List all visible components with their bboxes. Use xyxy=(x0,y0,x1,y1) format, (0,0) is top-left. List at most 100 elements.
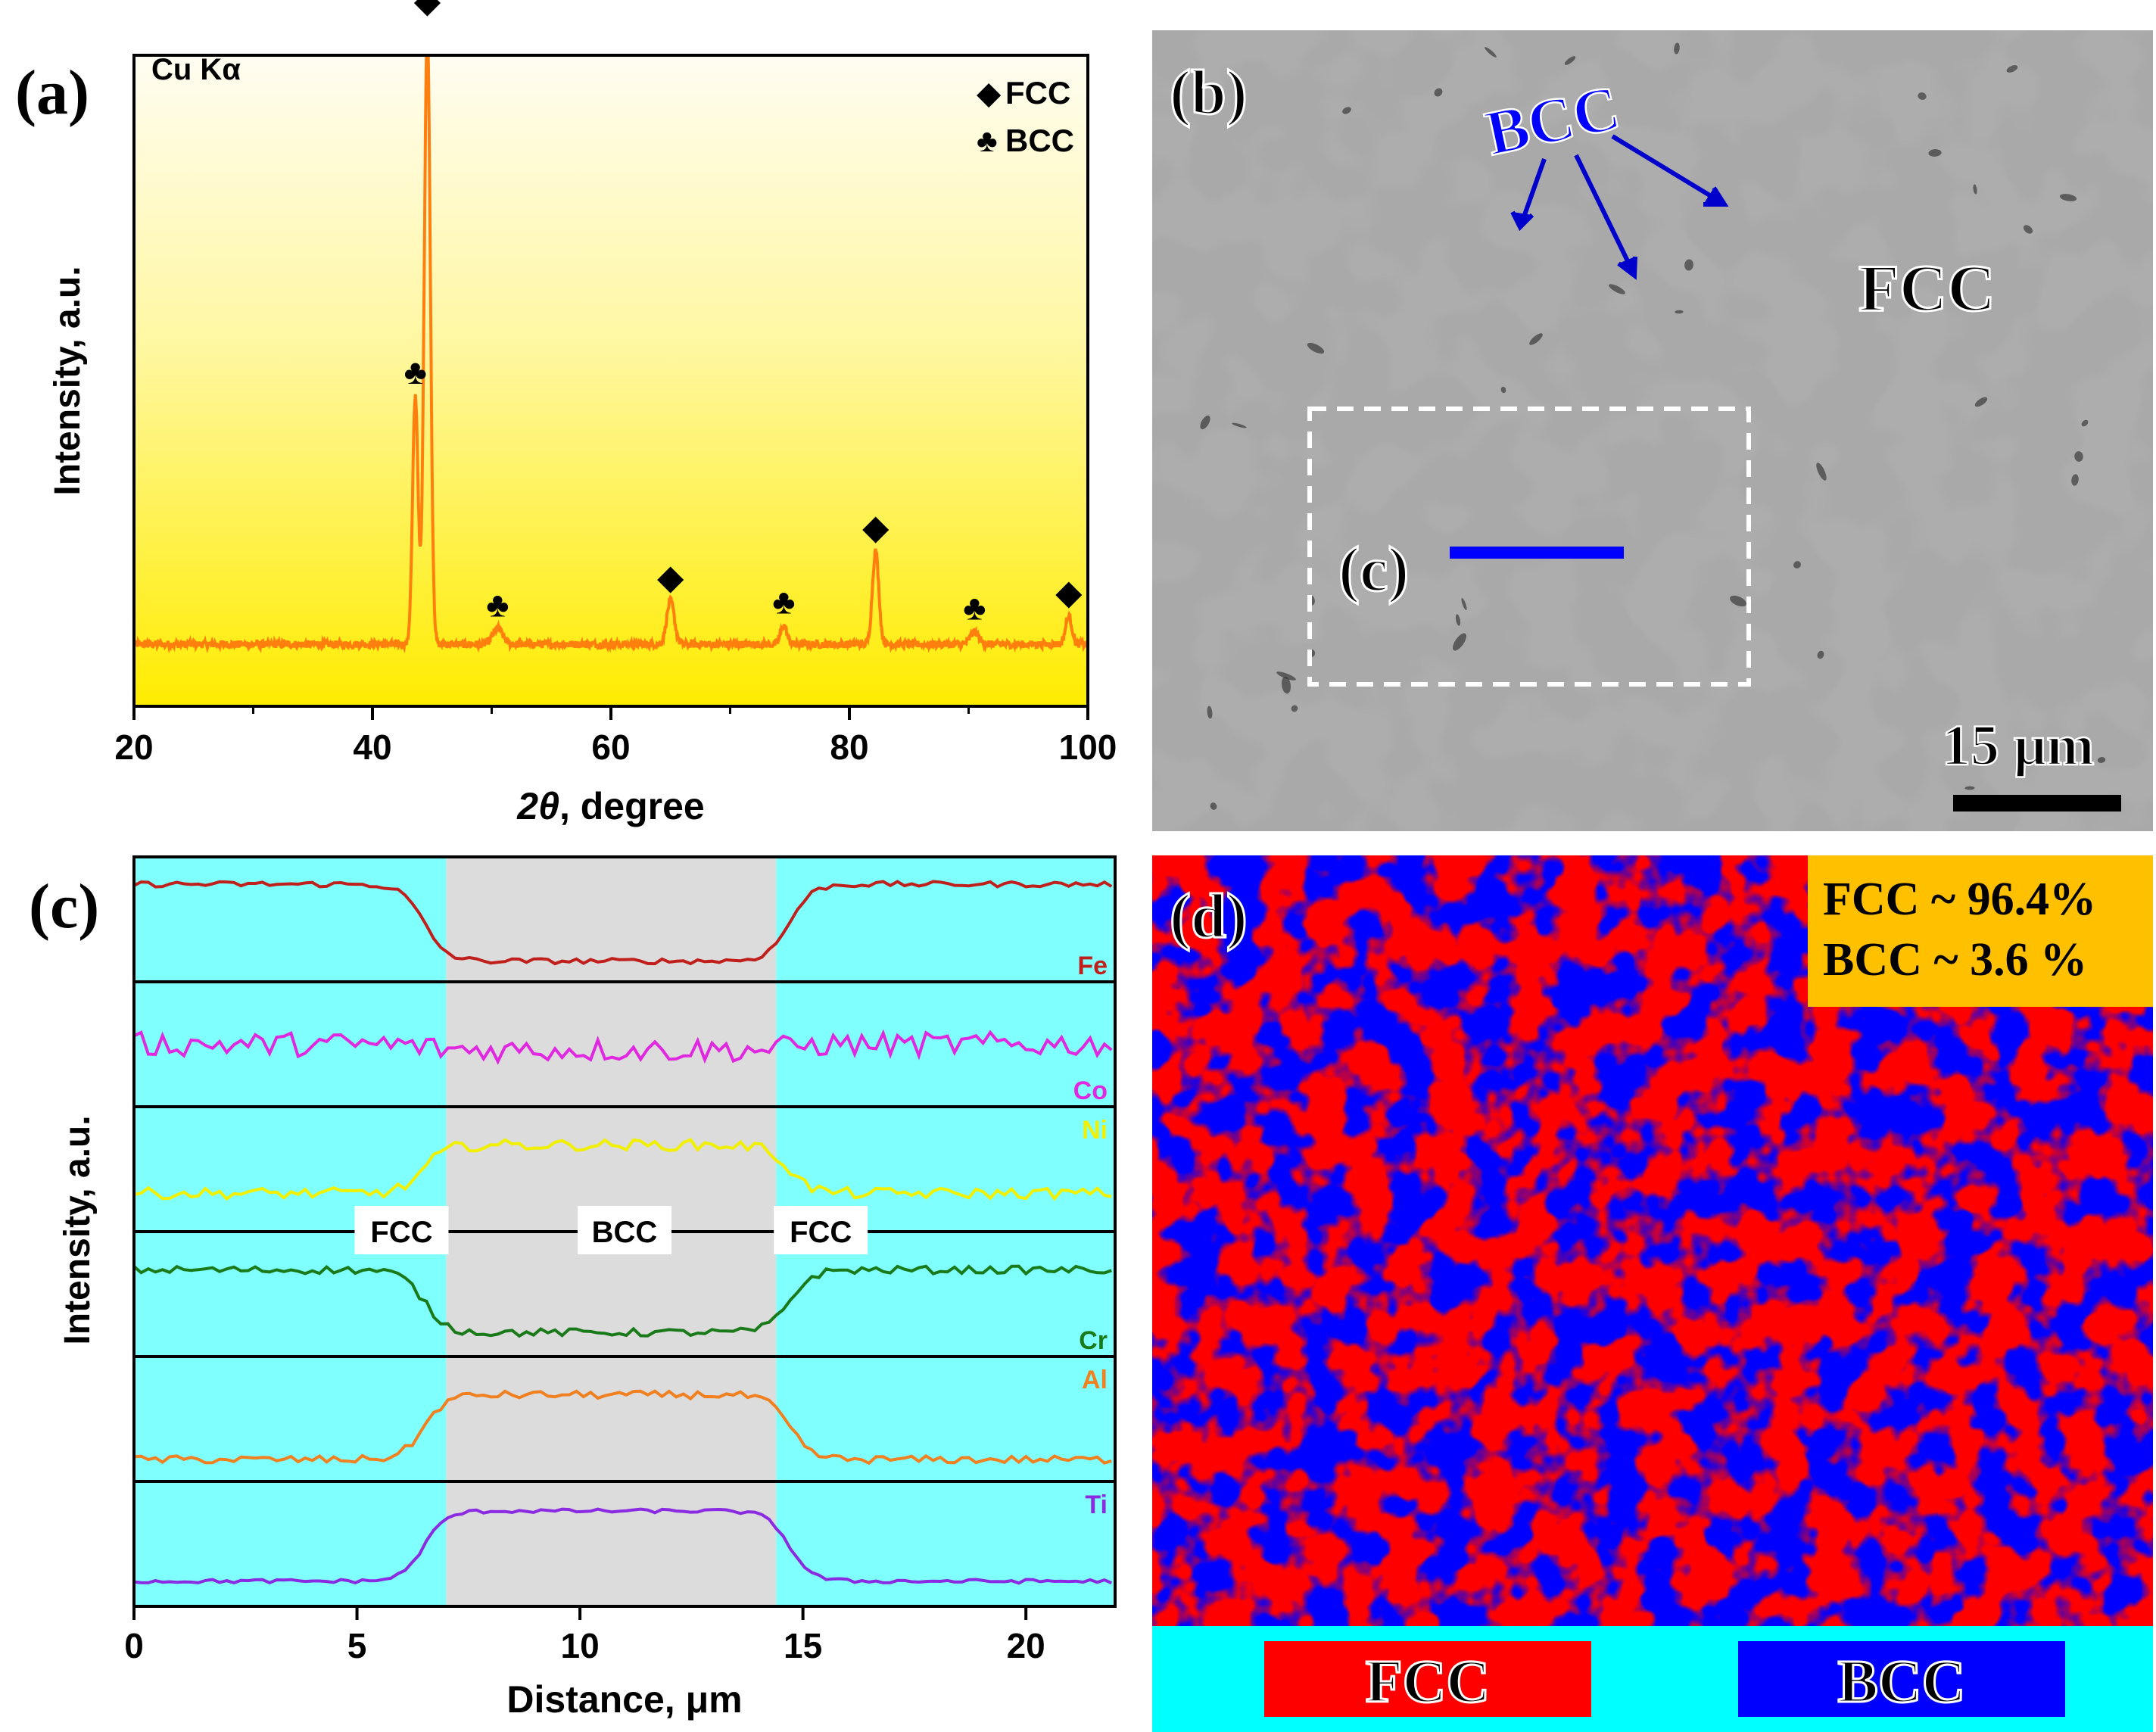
sem-defect xyxy=(1500,386,1506,394)
sem-defect xyxy=(1928,149,1942,157)
sem-bcc-arrows xyxy=(1510,134,1729,280)
sem-defect xyxy=(1817,650,1824,659)
sem-defect xyxy=(1276,671,1296,681)
sem-arrow-3 xyxy=(1611,134,1720,203)
sem-defect xyxy=(1918,92,1927,100)
linescan-element-label: Co xyxy=(1073,1076,1108,1105)
sem-defect xyxy=(1973,184,1977,195)
bcc-peak-marker: ♣ xyxy=(772,582,795,621)
xrd-radiation-label: Cu Kα xyxy=(151,53,241,86)
sem-defect xyxy=(1675,310,1684,314)
phase-legend-fcc-swatch xyxy=(1264,1641,1591,1717)
sem-defect xyxy=(2097,757,2106,763)
sem-arrowhead-2 xyxy=(1617,256,1637,280)
sem-inset-label: (c) xyxy=(1338,534,1409,605)
sem-defect xyxy=(1232,422,1247,428)
sem-defect xyxy=(1207,706,1213,719)
sem-defect xyxy=(1964,786,1975,790)
xrd-panel: ♣ ◆ ♣ ◆ ♣ ◆ ♣ ◆ 20 40 60 80 100 (a) Cu Kα ◆ FCC ♣ B… xyxy=(15,0,1117,827)
sem-defect xyxy=(1281,676,1291,694)
linescan-element-label: Cr xyxy=(1079,1326,1108,1355)
sem-defect xyxy=(1974,397,1988,407)
sem-bcc-grains xyxy=(1152,30,2153,831)
phase-region-label-bg xyxy=(354,1206,449,1254)
sem-inset-box xyxy=(1307,407,1751,687)
linescan-al-curve xyxy=(133,1389,1112,1466)
sem-defect xyxy=(1307,342,1325,354)
phase-map-panel: FCC ~ 96.4% BCC ~ 3.6 % (d) FCC BCC xyxy=(1152,855,2153,1732)
fcc-peak-marker: ◆ xyxy=(657,557,684,597)
linescan-panel: FCC BCC FCC Fe Co Ni Cr Al Ti 0 5 10 15 20 (c) Inte… xyxy=(29,855,1117,1721)
sem-defect xyxy=(2006,65,2018,73)
linescan-y-axis-label: Intensity, a.u. xyxy=(58,1115,98,1344)
linescan-fe-curve xyxy=(133,880,1113,966)
linescan-element-label: Fe xyxy=(1077,952,1108,980)
sem-defect xyxy=(1485,47,1497,58)
phase-region-label: FCC xyxy=(790,1216,852,1249)
sem-defect xyxy=(2023,225,2033,234)
sem-defect xyxy=(1730,595,1746,607)
phase-region-label-bg xyxy=(774,1206,868,1254)
xrd-legend-bcc-symbol: ♣ xyxy=(977,123,998,158)
sem-scale-bar xyxy=(1953,795,2121,811)
panel-d-label: (d) xyxy=(1170,881,1248,952)
phase-region-label: FCC xyxy=(370,1216,432,1249)
fcc-peak-marker: ◆ xyxy=(414,0,441,20)
linescan-x-tick-label: 10 xyxy=(561,1626,600,1665)
xrd-x-tick-label: 20 xyxy=(114,727,153,767)
sem-defect xyxy=(2059,194,2077,201)
xrd-x-tick-label: 100 xyxy=(1059,727,1117,767)
fcc-peak-marker: ◆ xyxy=(1055,572,1083,612)
phase-region-label-bg xyxy=(578,1206,671,1254)
linescan-co-curve xyxy=(133,1029,1113,1065)
sem-defect xyxy=(1674,42,1680,55)
sem-defect xyxy=(1452,633,1467,651)
sem-defect xyxy=(1816,463,1827,481)
xrd-x-axis-prefix: 2 xyxy=(516,785,538,827)
sem-defect xyxy=(2074,451,2083,462)
sem-defect xyxy=(2071,474,2079,486)
sem-panel: (b) BCC FCC (c) 15 μm xyxy=(1152,30,2153,831)
sem-defect xyxy=(1455,614,1461,626)
phase-legend-bcc-label: BCC xyxy=(1838,1649,1966,1715)
bcc-fraction-text: BCC ~ 3.6 % xyxy=(1823,934,2087,986)
linescan-element-label: Ni xyxy=(1082,1116,1108,1145)
linescan-x-tick-label: 15 xyxy=(784,1626,822,1665)
sem-arrow-2 xyxy=(1574,154,1634,270)
sem-defect xyxy=(1342,107,1351,114)
xrd-x-tick-label: 80 xyxy=(830,727,868,767)
linescan-x-tick-label: 20 xyxy=(1007,1626,1045,1665)
sem-defect xyxy=(1529,333,1543,345)
xrd-x-axis-label: 2θ, degree xyxy=(516,785,704,827)
sem-defect xyxy=(1564,56,1576,65)
sem-defect xyxy=(2081,419,2089,427)
phase-fraction-box xyxy=(1808,855,2153,1007)
linescan-ti-curve xyxy=(133,1507,1113,1585)
sem-defect xyxy=(1609,284,1625,294)
fcc-peak-marker: ◆ xyxy=(862,507,890,547)
xrd-legend-fcc-symbol: ◆ xyxy=(977,75,1002,111)
xrd-y-axis-label: Intensity, a.u. xyxy=(48,266,88,495)
panel-b-label: (b) xyxy=(1170,58,1248,128)
bcc-peak-marker: ♣ xyxy=(404,352,427,391)
sem-arrow-1 xyxy=(1519,158,1547,224)
sem-defect xyxy=(1210,802,1217,810)
linescan-x-tick-label: 0 xyxy=(124,1626,144,1665)
sem-defect xyxy=(1200,415,1210,430)
sem-defect xyxy=(1793,561,1801,569)
xrd-x-tick-label: 60 xyxy=(591,727,630,767)
xrd-plot-area xyxy=(134,55,1088,706)
sem-scale-label: 15 μm xyxy=(1942,714,2094,777)
xrd-legend-bcc-label: BCC xyxy=(1005,123,1074,158)
linescan-cr-curve xyxy=(132,1264,1112,1338)
xrd-legend-fcc-label: FCC xyxy=(1005,75,1070,111)
panel-a-label: (a) xyxy=(15,58,89,128)
xrd-pattern-line xyxy=(134,55,1088,654)
sem-arrowhead-1 xyxy=(1510,210,1534,232)
sem-defect xyxy=(1434,88,1443,97)
linescan-frame xyxy=(132,855,1117,1608)
linescan-x-axis-label: Distance, μm xyxy=(506,1678,742,1721)
linescan-element-label: Al xyxy=(1082,1366,1108,1394)
